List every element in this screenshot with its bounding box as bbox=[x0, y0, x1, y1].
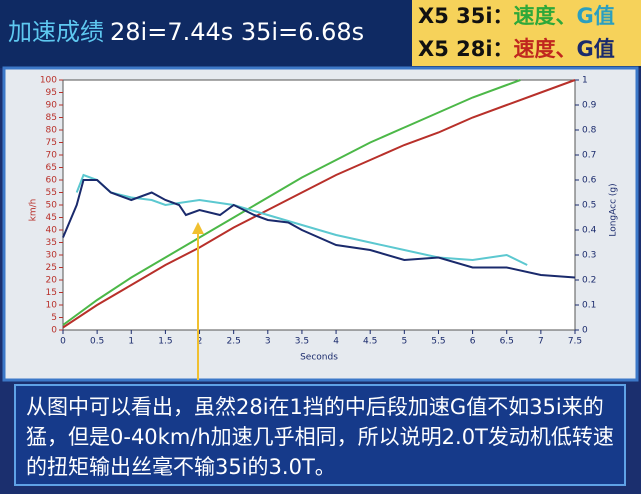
x-tick-label: 6 bbox=[470, 337, 476, 347]
x-tick-label: 1 bbox=[128, 337, 134, 347]
y2-tick-label: 0.3 bbox=[582, 251, 596, 261]
y-tick-label: 70 bbox=[46, 151, 58, 161]
x-tick-label: 5.5 bbox=[431, 337, 445, 347]
y2-tick-label: 0.5 bbox=[582, 201, 596, 211]
series-line bbox=[62, 179, 576, 279]
x-tick-label: 7 bbox=[538, 337, 544, 347]
y-tick-label: 75 bbox=[46, 138, 57, 148]
y-tick-label: 80 bbox=[46, 126, 58, 136]
y-tick-label: 95 bbox=[46, 88, 57, 98]
y2-tick-label: 0.7 bbox=[582, 151, 596, 161]
x-axis-label: Seconds bbox=[300, 353, 338, 363]
y-tick-label: 45 bbox=[46, 213, 57, 223]
x-tick-label: 0.5 bbox=[90, 337, 104, 347]
y2-tick-label: 1 bbox=[582, 76, 588, 86]
y2-tick-label: 0.8 bbox=[582, 126, 597, 136]
y-tick-label: 55 bbox=[46, 188, 57, 198]
x-tick-label: 3 bbox=[265, 337, 271, 347]
y2-tick-label: 0.6 bbox=[582, 176, 597, 186]
legend-model: X5 28i： bbox=[418, 37, 514, 61]
y-tick-label: 35 bbox=[46, 238, 57, 248]
x-tick-label: 2 bbox=[197, 337, 203, 347]
legend-g: G值 bbox=[576, 4, 615, 28]
y2-tick-label: 0 bbox=[582, 326, 588, 336]
legend-row: X5 28i：速度、G值 bbox=[412, 33, 641, 66]
y-tick-label: 40 bbox=[46, 226, 58, 236]
y-tick-label: 85 bbox=[46, 113, 57, 123]
caption: 从图中可以看出，虽然28i在1挡的中后段加速G值不如35i来的猛，但是0-40k… bbox=[14, 384, 626, 486]
y-tick-label: 60 bbox=[46, 176, 58, 186]
legend-speed: 速度、 bbox=[513, 4, 577, 28]
legend-row: X5 35i：速度、G值 bbox=[412, 0, 641, 33]
y2-tick-label: 0.2 bbox=[582, 276, 596, 286]
y-tick-label: 100 bbox=[40, 76, 57, 86]
title: 加速成绩 28i=7.44s 35i=6.68s bbox=[8, 12, 364, 47]
y-tick-label: 50 bbox=[46, 201, 58, 211]
y-tick-label: 15 bbox=[46, 288, 57, 298]
legend-g: G值 bbox=[576, 37, 615, 61]
x-tick-label: 0 bbox=[60, 337, 66, 347]
y-tick-label: 20 bbox=[46, 276, 58, 286]
x-tick-label: 1.5 bbox=[158, 337, 172, 347]
y2-tick-label: 0.4 bbox=[582, 226, 597, 236]
y-tick-label: 10 bbox=[46, 301, 58, 311]
y-tick-label: 65 bbox=[46, 163, 57, 173]
chart: km/h LongAcc (g) Seconds 051015202530354… bbox=[2, 66, 639, 382]
y-tick-label: 5 bbox=[51, 313, 57, 323]
annotation-arrowhead bbox=[192, 222, 204, 234]
x-tick-label: 3.5 bbox=[295, 337, 309, 347]
legend: X5 35i：速度、G值 X5 28i：速度、G值 bbox=[412, 0, 641, 66]
x-tick-label: 5 bbox=[401, 337, 407, 347]
legend-model: X5 35i： bbox=[418, 4, 514, 28]
series-line bbox=[62, 79, 521, 326]
title-main: 加速成绩 bbox=[8, 18, 104, 46]
plot-area bbox=[62, 79, 576, 331]
x-tick-label: 7.5 bbox=[568, 337, 582, 347]
y-tick-label: 0 bbox=[51, 326, 57, 336]
series-line bbox=[62, 79, 576, 329]
y-tick-label: 90 bbox=[46, 101, 58, 111]
y2-tick-label: 0.1 bbox=[582, 301, 596, 311]
y-tick-label: 30 bbox=[46, 251, 58, 261]
title-result: 28i=7.44s 35i=6.68s bbox=[110, 18, 365, 46]
x-tick-label: 6.5 bbox=[500, 337, 514, 347]
y-tick-label: 25 bbox=[46, 263, 57, 273]
x-tick-label: 2.5 bbox=[227, 337, 241, 347]
y-axis-label: km/h bbox=[29, 199, 39, 222]
x-tick-label: 4.5 bbox=[363, 337, 377, 347]
y2-axis-label: LongAcc (g) bbox=[609, 183, 619, 236]
x-tick-label: 4 bbox=[333, 337, 339, 347]
legend-speed: 速度、 bbox=[513, 37, 577, 61]
y2-tick-label: 0.9 bbox=[582, 101, 597, 111]
